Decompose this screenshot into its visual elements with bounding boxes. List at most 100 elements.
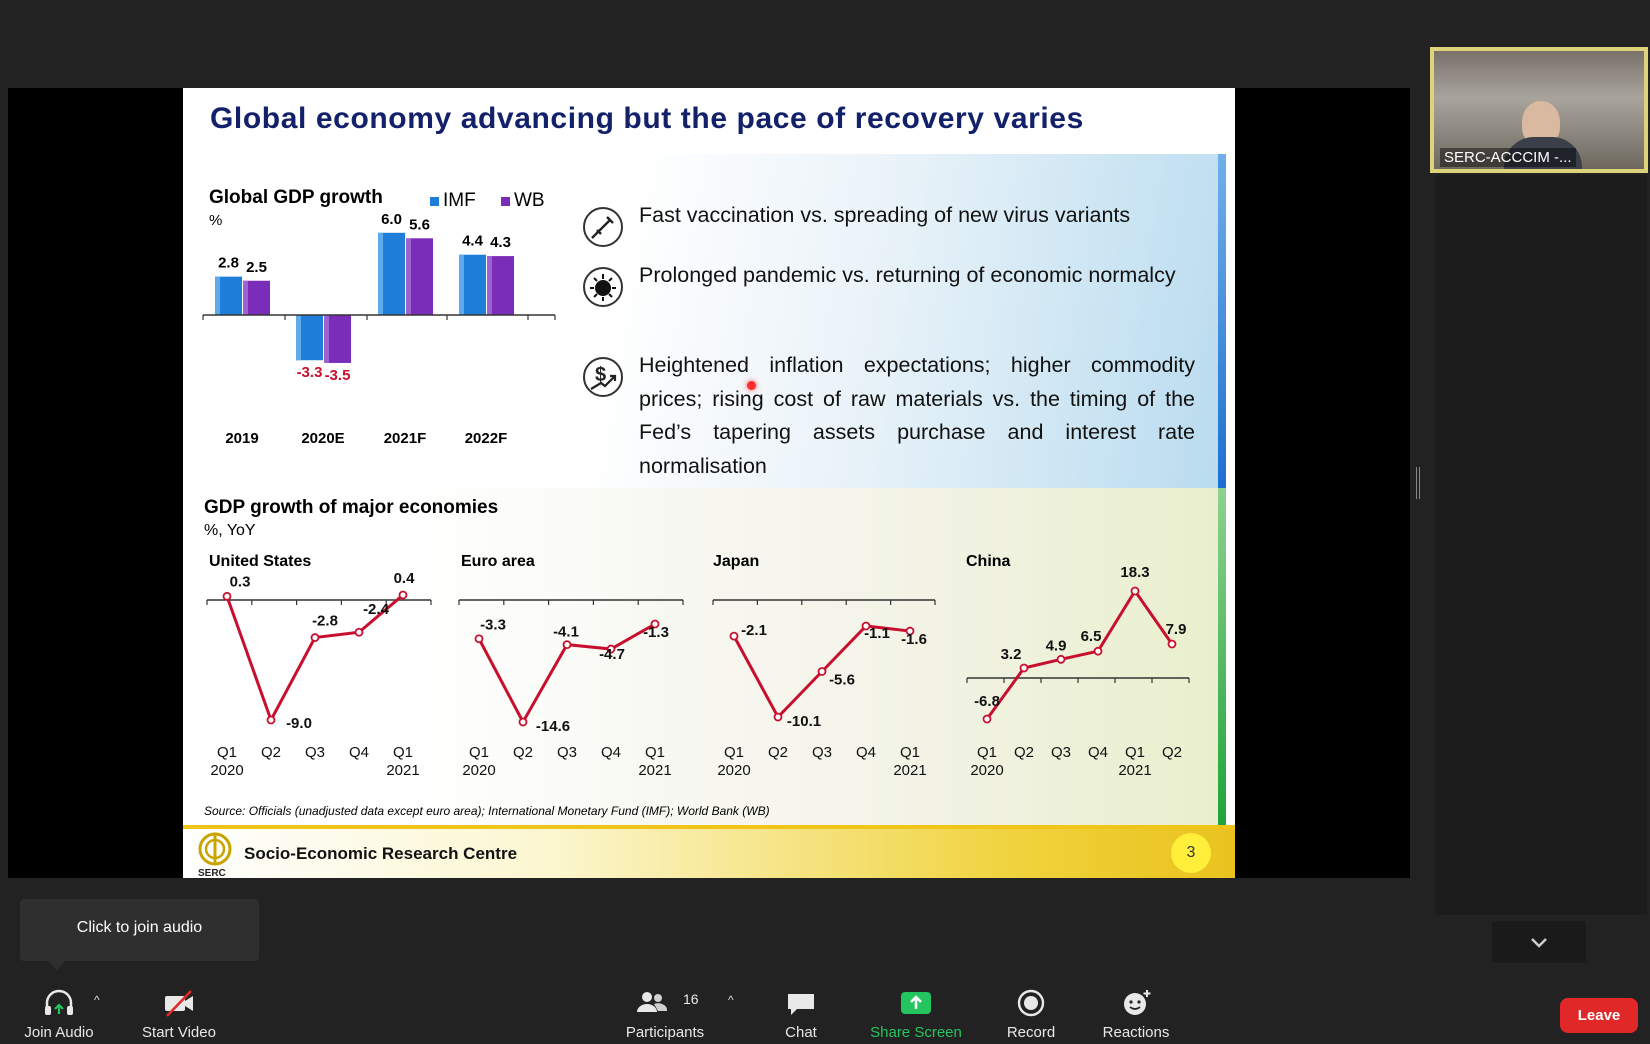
bullets-accent-bar [1218,154,1226,488]
japan-point-2 [773,712,783,722]
headphones-icon [45,989,73,1015]
bar-label-imf-2022F: 4.4 [462,233,484,250]
slide-page-number: 3 [1171,833,1211,873]
united-states-data-label-1: 0.3 [230,573,251,590]
euro-area-x-tick-1: Q1 [469,744,489,761]
euro-area-point-5 [650,619,660,629]
china-point-5 [1130,586,1140,596]
japan-data-label-3: -5.6 [829,672,855,689]
bar-highlight-wb-2021F [406,238,411,315]
japan-point-3 [817,667,827,676]
video-panel [1435,175,1647,915]
bar-label-wb-2019: 2.5 [246,259,267,276]
legend-wb-label: WB [514,190,545,211]
organization-name: Socio-Economic Research Centre [244,844,518,863]
japan-data-label-5: -1.6 [901,631,927,648]
bar-highlight-imf-2020E [296,315,301,361]
japan-x-tick-3: Q3 [812,744,832,761]
bar-label-imf-2021F: 6.0 [381,211,402,228]
tooltip-arrow [48,960,66,970]
bullets-panel [578,154,1218,488]
leave-button[interactable]: Leave [1560,998,1638,1033]
join-audio-tooltip: Click to join audio [20,899,259,961]
bar-label-wb-2021F: 5.6 [409,216,430,233]
chat-label: Chat [785,1024,817,1041]
reactions-icon [1124,990,1151,1015]
presentation-slide: Global economy advancing but the pace of… [183,88,1235,878]
source-note: Source: Officials (unadjusted data excep… [204,804,770,818]
scroll-down-button[interactable] [1492,921,1586,963]
participants-button[interactable]: 16 Participants [620,988,710,1044]
china-x-tick-year-1: 2020 [970,762,1003,779]
euro-area-data-label-3: -4.1 [553,624,579,641]
united-states-point-3 [310,633,320,642]
united-states-x-tick-3: Q3 [305,744,325,761]
record-button[interactable]: Record [996,988,1066,1044]
china-data-label-6: 7.9 [1166,621,1187,638]
participant-name: SERC-ACCCIM -... [1440,148,1576,167]
gdp-chart-title: Global GDP growth [209,187,383,208]
euro-area-x-tick-year-5: 2021 [638,762,671,779]
bullet-3: Heightened inflation expectations; highe… [639,353,1195,478]
china-point-4 [1093,646,1103,656]
euro-area-data-label-1: -3.3 [480,617,506,634]
virus-icon [583,267,623,307]
reactions-button[interactable]: Reactions [1096,988,1176,1044]
united-states-x-tick-year-5: 2021 [386,762,419,779]
united-states-x-tick-1: Q1 [217,744,237,761]
bar-highlight-wb-2019 [243,280,248,315]
bar-highlight-imf-2019 [215,276,220,315]
japan-data-label-4: -1.1 [864,625,890,642]
legend-imf-label: IMF [443,190,476,211]
china-data-label-4: 6.5 [1081,628,1102,645]
bar-label-imf-2019: 2.8 [218,255,239,272]
china-x-tick-1: Q1 [977,744,997,761]
euro-area-x-tick-5: Q1 [645,744,665,761]
united-states-x-tick-5: Q1 [393,744,413,761]
japan-data-label-1: -2.1 [741,622,767,639]
euro-area-point-3 [562,640,572,650]
join-audio-button[interactable]: Join Audio [14,988,104,1044]
participants-options-caret[interactable]: ^ [728,993,734,1007]
euro-area-point-4 [606,644,616,654]
panel-resize-handle[interactable] [1416,467,1420,499]
united-states-x-tick-2: Q2 [261,744,281,761]
united-states-x-tick-4: Q4 [349,744,369,761]
slide-title: Global economy advancing but the pace of… [210,102,1084,135]
bar-highlight-wb-2022F [487,256,492,315]
x-tick-2019: 2019 [225,430,258,447]
bullet-2: Prolonged pandemic vs. returning of econ… [639,263,1176,287]
svg-text:$: $ [595,364,606,386]
legend-imf-swatch [430,196,439,206]
country-label-euro: Euro area [461,553,535,570]
reactions-label: Reactions [1102,1024,1170,1041]
audio-options-caret[interactable]: ^ [94,993,100,1007]
legend-wb: WB [501,190,545,212]
start-video-button[interactable]: Start Video [132,988,226,1044]
record-label: Record [1006,1024,1056,1041]
chat-button[interactable]: Chat [770,988,832,1044]
euro-area-x-tick-year-1: 2020 [462,762,495,779]
china-data-label-5: 18.3 [1120,564,1149,581]
major-accent-bar [1218,488,1226,828]
country-label-china: China [966,553,1011,570]
share-screen-button[interactable]: Share Screen [866,988,966,1044]
china-x-tick-4: Q4 [1088,744,1108,761]
bar-label-wb-2020E: -3.5 [325,367,351,384]
china-point-3 [1056,654,1066,664]
china-data-label-2: 3.2 [1001,646,1022,663]
china-x-tick-year-5: 2021 [1118,762,1151,779]
japan-data-label-2: -10.1 [787,713,821,730]
euro-area-data-label-4: -4.7 [599,646,625,663]
vaccine-icon [583,207,623,247]
major-economies-unit: %, YoY [204,522,256,539]
bar-label-imf-2020E: -3.3 [297,364,323,381]
japan-point-4 [861,621,871,631]
united-states-point-4 [354,627,364,637]
japan-x-tick-1: Q1 [724,744,744,761]
x-tick-2020E: 2020E [301,430,344,447]
china-point-2 [1019,663,1029,673]
record-icon [1017,989,1045,1017]
participant-video-tile[interactable]: SERC-ACCCIM -... [1430,47,1648,173]
